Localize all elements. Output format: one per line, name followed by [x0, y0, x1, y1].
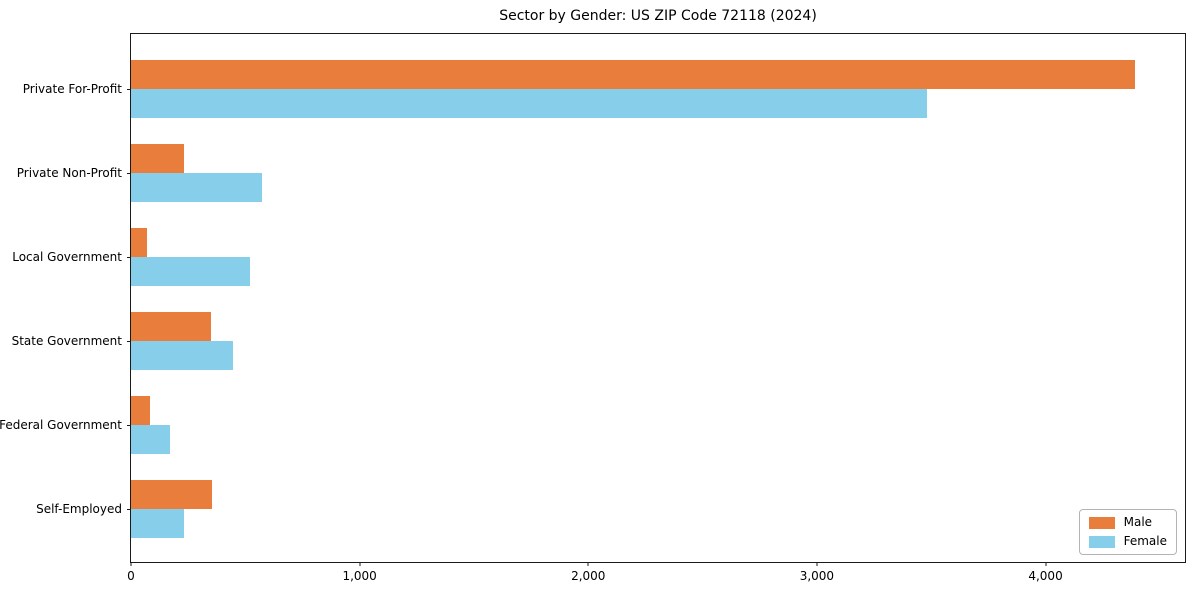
legend-label-male: Male — [1123, 515, 1153, 529]
y-tick-mark — [127, 425, 131, 426]
y-axis-label-private-non-profit: Private Non-Profit — [16, 166, 122, 180]
y-axis-label-state-government: State Government — [11, 334, 122, 348]
bar-female-state-government — [131, 341, 233, 370]
x-tick-mark — [587, 562, 589, 566]
bar-male-self-employed — [131, 480, 212, 509]
x-tick-mark — [816, 562, 818, 566]
legend-label-female: Female — [1123, 534, 1167, 548]
bar-male-local-government — [131, 228, 147, 257]
bar-female-federal-government — [131, 425, 170, 454]
legend-entry-male: Male — [1088, 515, 1167, 529]
x-axis-tick-label-2-000: 2,000 — [571, 569, 606, 583]
y-axis-label-private-for-profit: Private For-Profit — [22, 82, 122, 96]
legend: Male Female — [1078, 509, 1177, 555]
x-tick-mark — [130, 562, 132, 566]
bar-female-private-non-profit — [131, 173, 262, 202]
y-tick-mark — [127, 89, 131, 90]
x-axis-tick-label-0: 0 — [127, 569, 135, 583]
x-axis-tick-label-4-000: 4,000 — [1028, 569, 1063, 583]
legend-swatch-female — [1088, 535, 1115, 548]
x-tick-mark — [359, 562, 361, 566]
bar-female-private-for-profit — [131, 89, 927, 118]
x-tick-mark — [1045, 562, 1047, 566]
y-tick-mark — [127, 257, 131, 258]
bar-female-self-employed — [131, 509, 184, 538]
chart-title: Sector by Gender: US ZIP Code 72118 (202… — [499, 8, 817, 24]
y-axis-label-local-government: Local Government — [12, 250, 122, 264]
bar-male-federal-government — [131, 396, 150, 425]
legend-swatch-male — [1088, 516, 1115, 529]
legend-entry-female: Female — [1088, 534, 1167, 548]
y-tick-mark — [127, 173, 131, 174]
y-tick-mark — [127, 509, 131, 510]
bar-male-private-for-profit — [131, 60, 1135, 89]
x-axis-tick-label-3-000: 3,000 — [799, 569, 835, 583]
x-axis-tick-label-1-000: 1,000 — [342, 569, 377, 583]
y-tick-mark — [127, 341, 131, 342]
y-axis-label-self-employed: Self-Employed — [36, 502, 122, 516]
bar-male-state-government — [131, 312, 211, 341]
plot-area: Private For-Profit Private Non-Profit Loca… — [0, 33, 1186, 583]
y-axis-label-federal-government: Federal Government — [0, 418, 122, 432]
bar-male-private-non-profit — [131, 144, 184, 173]
bar-female-local-government — [131, 257, 250, 286]
